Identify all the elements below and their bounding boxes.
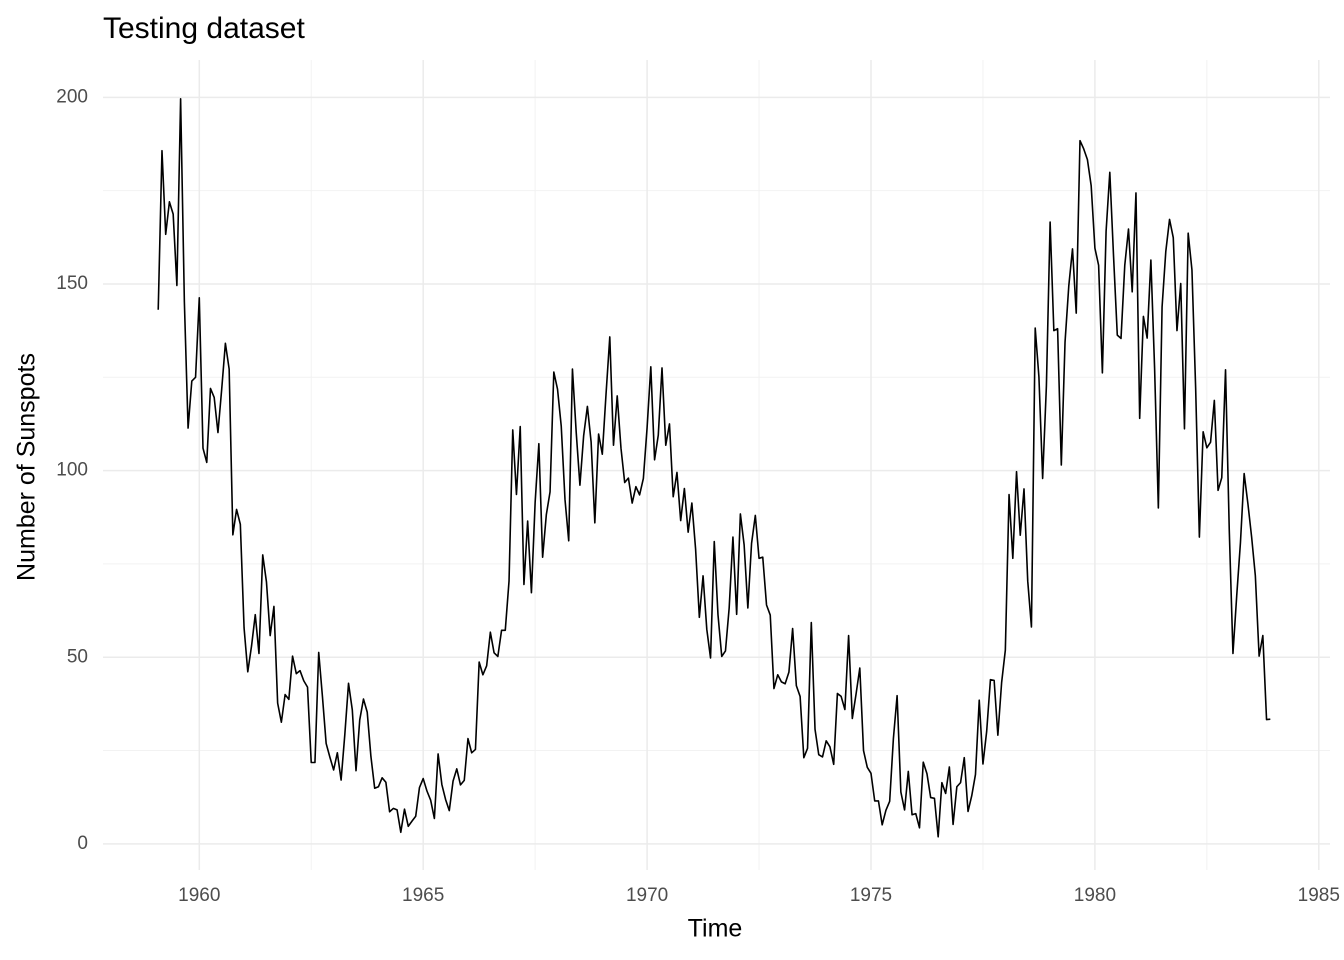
- y-tick-label: 50: [67, 646, 88, 667]
- data-line: [157, 98, 1271, 838]
- y-axis-label: Number of Sunspots: [13, 353, 41, 581]
- x-tick-label: 1970: [626, 885, 668, 906]
- x-axis-label: Time: [688, 915, 743, 943]
- x-tick-label: 1985: [1298, 885, 1340, 906]
- x-tick-label: 1960: [178, 885, 220, 906]
- x-tick-label: 1975: [850, 885, 892, 906]
- y-tick-label: 200: [56, 86, 88, 107]
- y-tick-label: 100: [56, 460, 88, 481]
- y-tick-label: 150: [56, 273, 88, 294]
- x-tick-label: 1980: [1074, 885, 1116, 906]
- chart-title: Testing dataset: [103, 12, 305, 45]
- y-tick-label: 0: [77, 833, 88, 854]
- x-tick-label: 1965: [402, 885, 444, 906]
